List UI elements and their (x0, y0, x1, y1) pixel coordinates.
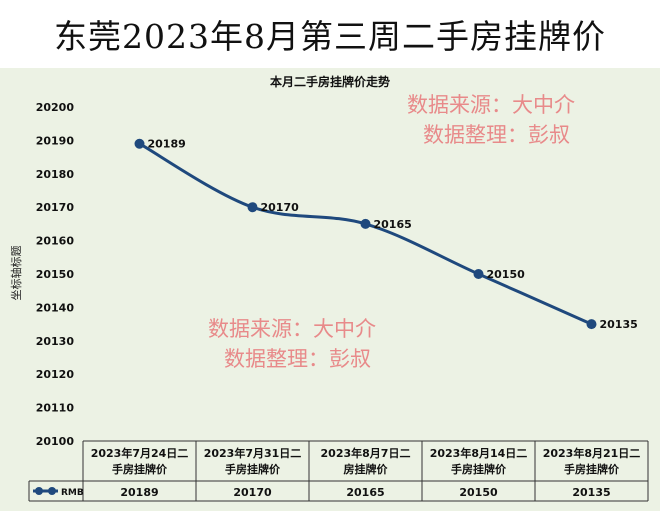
y-tick-label: 20100 (36, 435, 75, 448)
y-tick-label: 20140 (36, 301, 75, 314)
x-category-label: 手房挂牌价 (564, 462, 620, 476)
watermark-author: 数据整理：彭叔 (423, 123, 570, 147)
watermark-center: 数据来源：大中介 数据整理：彭叔 (208, 314, 376, 374)
x-category-label: 手房挂牌价 (451, 462, 507, 476)
y-tick-label: 20200 (36, 101, 75, 114)
watermark-source: 数据来源：大中介 (407, 93, 575, 117)
x-category-label: 2023年8月7日二 (321, 446, 411, 460)
watermark-top-right: 数据来源：大中介 数据整理：彭叔 (407, 90, 575, 150)
x-category-label: 2023年8月21日二 (543, 446, 641, 460)
y-tick-label: 20180 (36, 168, 75, 181)
data-point (586, 319, 597, 330)
data-label: 20165 (374, 218, 412, 231)
y-tick-label: 20190 (36, 134, 75, 147)
page-title-bar: 东莞2023年8月第三周二手房挂牌价 (0, 0, 660, 68)
x-category-label: 手房挂牌价 (112, 462, 168, 476)
legend-marker (35, 487, 43, 495)
chart-title: 本月二手房挂牌价走势 (270, 74, 390, 89)
y-axis-label: 坐标轴标题 (10, 245, 23, 301)
x-category-label: 手房挂牌价 (225, 462, 281, 476)
data-point (134, 138, 145, 149)
x-category-label: 房挂牌价 (344, 462, 389, 476)
y-tick-label: 20130 (36, 335, 75, 348)
x-category-label: 2023年7月31日二 (204, 446, 302, 460)
legend-series-name: RMB (61, 488, 84, 498)
table-value: 20135 (572, 486, 610, 499)
data-label: 20189 (148, 138, 186, 151)
data-point (473, 269, 484, 279)
data-label: 20150 (487, 268, 526, 281)
x-category-label: 2023年7月24日二 (91, 446, 189, 460)
y-tick-label: 20170 (36, 201, 75, 214)
x-category-label: 2023年8月14日二 (430, 446, 528, 460)
series-line (138, 142, 593, 326)
chart-area (0, 68, 660, 511)
watermark-source: 数据来源：大中介 (208, 317, 376, 341)
y-tick-label: 20160 (36, 235, 75, 248)
page-title: 东莞2023年8月第三周二手房挂牌价 (54, 17, 606, 56)
legend-marker (48, 487, 56, 495)
watermark-author: 数据整理：彭叔 (224, 347, 371, 371)
table-value: 20189 (120, 486, 158, 499)
y-tick-label: 20120 (36, 368, 75, 381)
table-value: 20165 (346, 486, 384, 499)
data-point (247, 202, 258, 213)
y-tick-label: 20110 (36, 402, 75, 415)
data-label: 20135 (600, 318, 638, 331)
data-point (360, 218, 371, 229)
table-value: 20150 (459, 486, 498, 499)
table-value: 20170 (233, 486, 272, 499)
y-tick-label: 20150 (36, 268, 75, 281)
data-label: 20170 (261, 201, 300, 214)
